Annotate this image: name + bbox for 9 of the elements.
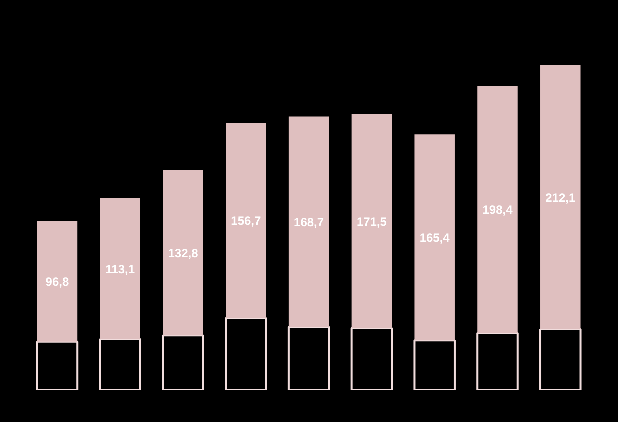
- data-label: 212,1: [546, 190, 576, 205]
- data-label: 132,8: [168, 246, 199, 260]
- data-label: 96,8: [46, 275, 70, 290]
- data-label: 156,7: [231, 214, 262, 228]
- data-label: 171,5: [356, 214, 388, 229]
- data-label: 165,4: [420, 231, 450, 246]
- data-label: 113,1: [106, 262, 136, 276]
- data-label: 198,4: [482, 203, 514, 218]
- data-label: 168,7: [294, 215, 324, 230]
